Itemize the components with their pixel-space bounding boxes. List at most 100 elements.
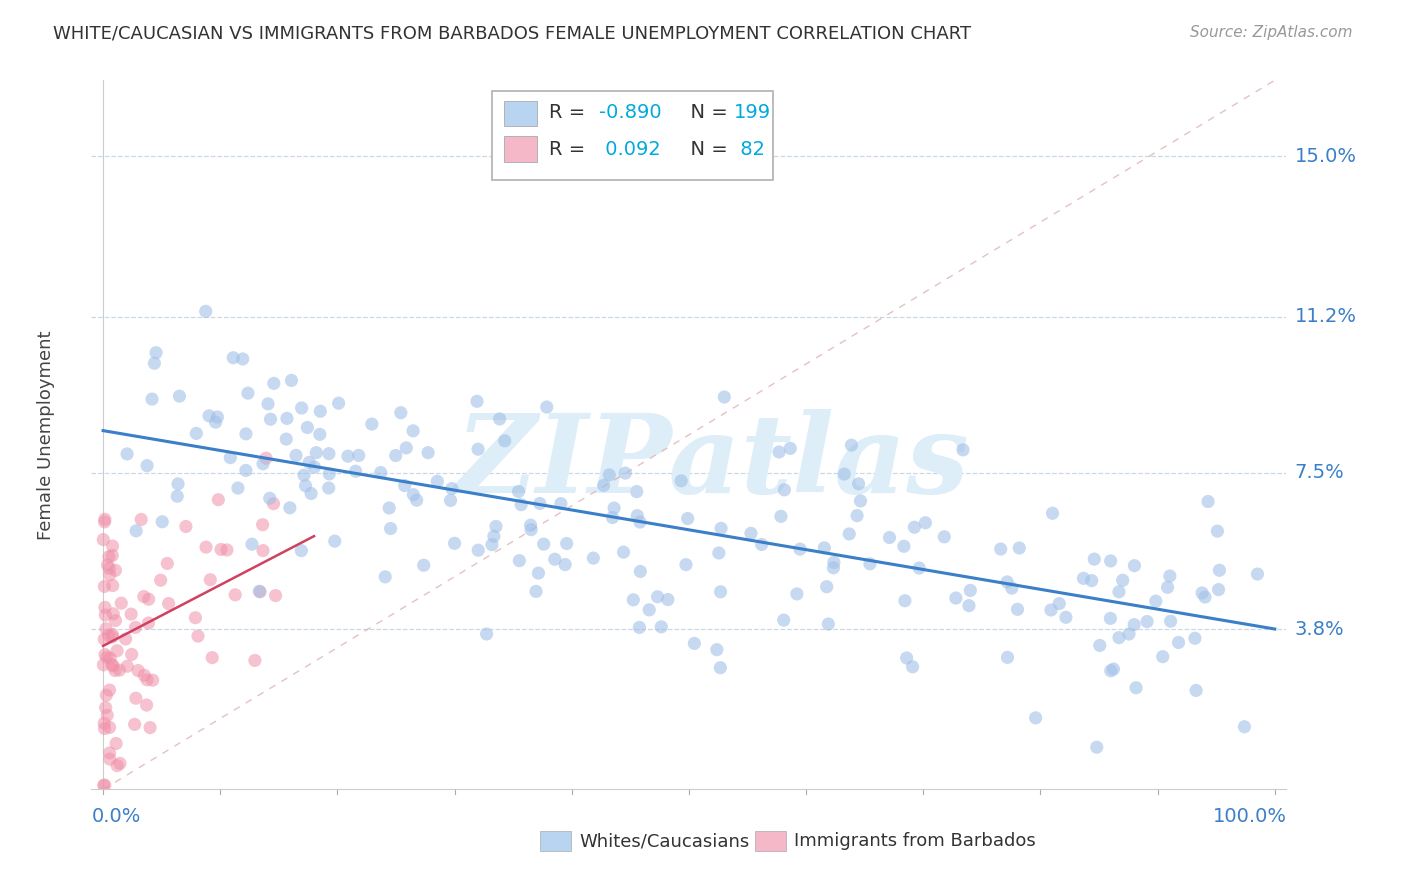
Text: N =: N =	[678, 139, 734, 159]
Point	[467, 442, 489, 457]
Point	[224, 588, 246, 602]
Point	[243, 653, 266, 667]
Point	[533, 537, 555, 551]
Point	[481, 538, 503, 552]
Point	[465, 394, 488, 409]
Point	[554, 558, 576, 572]
Point	[544, 552, 567, 566]
Point	[110, 596, 132, 610]
Point	[813, 541, 835, 555]
Point	[959, 583, 981, 598]
Point	[247, 584, 270, 599]
Point	[93, 716, 115, 731]
Point	[1099, 664, 1122, 678]
Point	[94, 778, 117, 792]
Point	[1085, 740, 1108, 755]
Point	[773, 483, 796, 497]
Point	[318, 481, 340, 495]
Point	[1246, 567, 1268, 582]
Point	[136, 673, 159, 687]
Point	[294, 479, 316, 493]
Point	[772, 613, 794, 627]
Point	[1073, 571, 1095, 585]
Point	[647, 590, 669, 604]
Point	[125, 524, 148, 538]
Point	[309, 404, 332, 418]
Point	[167, 476, 190, 491]
Point	[626, 508, 648, 523]
Point	[105, 736, 128, 750]
Point	[1025, 711, 1047, 725]
Point	[893, 539, 915, 553]
Point	[846, 508, 869, 523]
Point	[1008, 541, 1031, 555]
Text: Whites/Caucasians: Whites/Caucasians	[579, 832, 749, 850]
Point	[903, 520, 925, 534]
Point	[93, 632, 115, 647]
Point	[508, 554, 530, 568]
Point	[143, 356, 166, 370]
Point	[751, 537, 773, 551]
Point	[628, 620, 651, 634]
Point	[1125, 681, 1147, 695]
FancyBboxPatch shape	[503, 101, 537, 127]
Point	[121, 648, 143, 662]
Point	[1007, 602, 1029, 616]
Point	[859, 557, 882, 571]
Point	[93, 722, 115, 736]
Point	[98, 561, 121, 575]
Point	[96, 708, 118, 723]
Point	[402, 488, 425, 502]
Point	[527, 566, 550, 580]
Point	[145, 345, 167, 359]
Text: N =: N =	[678, 103, 734, 121]
Point	[1001, 581, 1024, 595]
Point	[104, 563, 127, 577]
Point	[117, 659, 139, 673]
Point	[426, 475, 449, 489]
Point	[510, 498, 533, 512]
Point	[1099, 554, 1122, 568]
Point	[995, 574, 1018, 589]
Point	[98, 651, 121, 665]
Point	[101, 578, 124, 592]
Point	[520, 523, 543, 537]
Point	[132, 590, 155, 604]
Text: Source: ZipAtlas.com: Source: ZipAtlas.com	[1189, 25, 1353, 40]
Point	[990, 541, 1012, 556]
Point	[207, 409, 229, 424]
Point	[254, 451, 277, 466]
Point	[222, 351, 245, 365]
Point	[823, 561, 845, 575]
Text: 7.5%: 7.5%	[1295, 463, 1344, 483]
Point	[232, 351, 254, 366]
Point	[139, 721, 162, 735]
Point	[344, 464, 367, 478]
Point	[1088, 639, 1111, 653]
Point	[150, 515, 173, 529]
Point	[114, 632, 136, 646]
Point	[236, 386, 259, 401]
Point	[94, 607, 117, 622]
Point	[96, 688, 118, 702]
Point	[127, 664, 149, 678]
Point	[416, 445, 439, 459]
Text: ZIPatlas: ZIPatlas	[456, 409, 970, 517]
Point	[1184, 632, 1206, 646]
Point	[259, 491, 281, 506]
Point	[200, 573, 222, 587]
Point	[405, 493, 427, 508]
Point	[235, 426, 257, 441]
Point	[134, 668, 156, 682]
Point	[482, 529, 505, 543]
Point	[103, 607, 125, 621]
Point	[710, 521, 733, 535]
Text: Immigrants from Barbados: Immigrants from Barbados	[794, 832, 1036, 850]
Point	[93, 579, 115, 593]
Point	[380, 522, 402, 536]
Point	[582, 551, 605, 566]
Point	[264, 589, 287, 603]
Text: 82: 82	[734, 139, 765, 159]
Point	[108, 756, 131, 771]
Point	[612, 545, 634, 559]
